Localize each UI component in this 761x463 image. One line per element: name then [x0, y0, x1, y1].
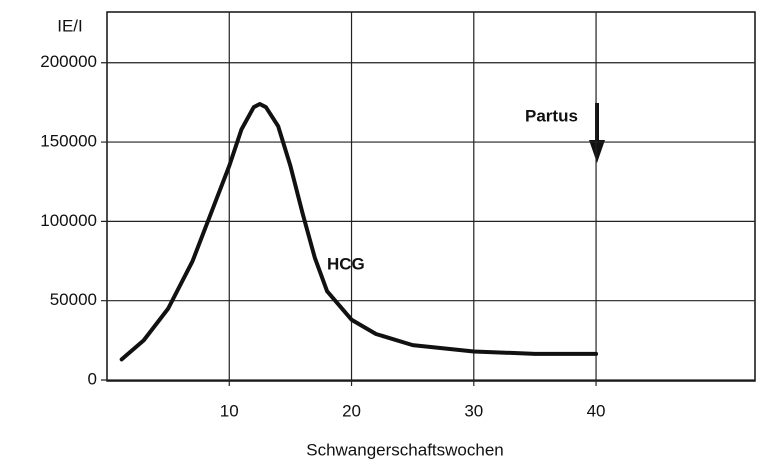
y-tick-label: 200000: [40, 52, 97, 71]
y-tick-label: 50000: [50, 290, 97, 309]
y-tick-label: 150000: [40, 132, 97, 151]
x-tick-label: 40: [587, 401, 606, 420]
curve-label: HCG: [327, 254, 365, 273]
data-line: [119, 102, 599, 362]
x-tick-label: 10: [220, 401, 239, 420]
plot-frame: [106, 11, 756, 382]
x-tick-label: 20: [342, 401, 361, 420]
x-axis-label: Schwangerschaftswochen: [306, 440, 504, 459]
x-tick-label: 30: [464, 401, 483, 420]
y-tick-label: 0: [88, 369, 97, 388]
y-tick-label: 100000: [40, 211, 97, 230]
event-arrow-head: [589, 140, 605, 163]
y-axis-label: IE/I: [57, 16, 83, 35]
event-label: Partus: [525, 106, 578, 125]
